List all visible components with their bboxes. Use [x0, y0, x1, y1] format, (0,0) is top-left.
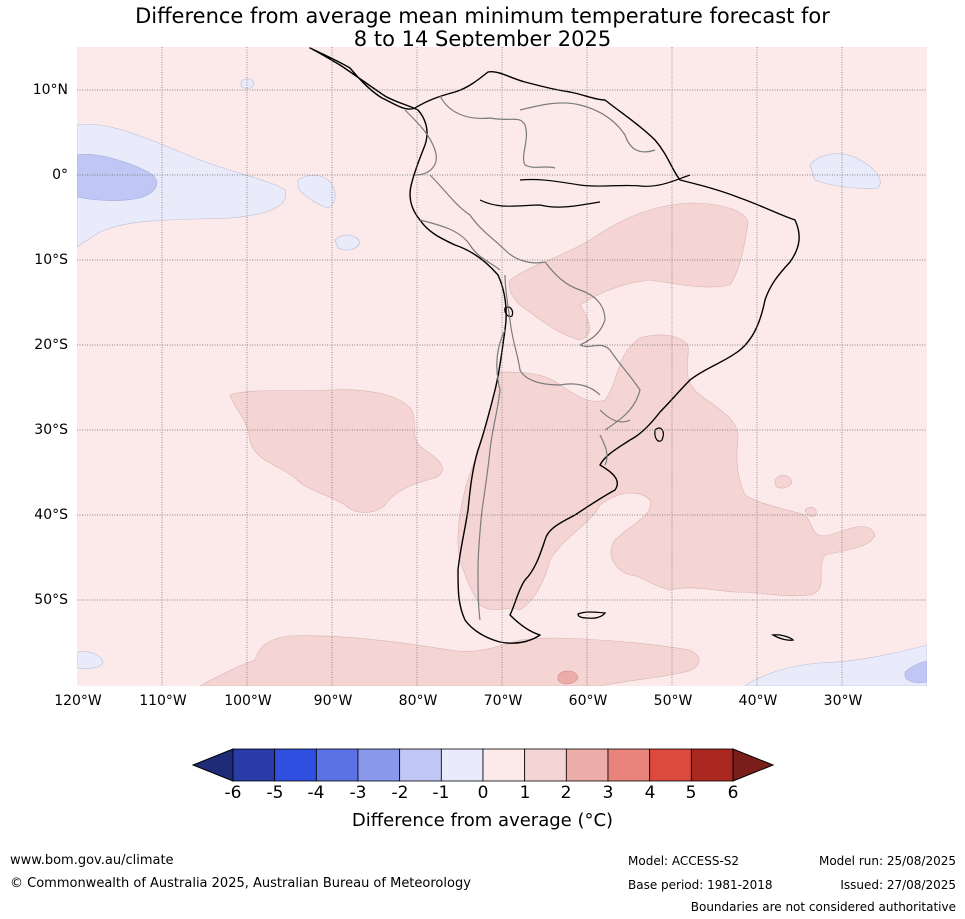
cool-region-east-atlantic: [809, 153, 881, 189]
lat-label-10s: 10°S: [34, 252, 68, 268]
lon-label-50w: 50°W: [653, 693, 693, 709]
lat-label-0: 0°: [52, 167, 68, 183]
warm-region-spot-2: [804, 506, 817, 517]
colorbar-label: Difference from average (°C): [351, 810, 614, 831]
warm-region-spot-1: [774, 475, 793, 489]
lon-label-40w: 40°W: [738, 693, 778, 709]
anomaly-map: [77, 47, 927, 686]
colorbar-tick: -2: [391, 783, 409, 803]
cool-region-southeast-core: [904, 660, 927, 684]
website-text: www.bom.gov.au/climate: [10, 853, 174, 868]
lon-label-90w: 90°W: [313, 693, 353, 709]
falkland-islands: [577, 611, 607, 619]
warm-region-south: [457, 334, 876, 611]
copyright-text: © Commonwealth of Australia 2025, Austra…: [10, 876, 471, 891]
colorbar-tick: 6: [727, 783, 739, 803]
base-period-text: Base period: 1981-2018: [628, 878, 773, 892]
colorbar-cell: [399, 748, 442, 782]
colorbar-cell: [690, 748, 734, 782]
cool-region-west-equatorial: [77, 123, 287, 248]
cool-region-small-1: [334, 234, 361, 251]
colorbar-tick: -4: [307, 783, 325, 803]
colorbar-cell: [524, 748, 567, 782]
lon-label-120w: 120°W: [54, 693, 102, 709]
model-text: Model: ACCESS-S2: [628, 854, 740, 868]
colorbar-tick: 2: [560, 783, 572, 803]
south-georgia: [771, 634, 795, 641]
colorbar-cell: [274, 748, 317, 782]
colorbar-cell: [357, 748, 401, 782]
cool-region-west-core: [77, 154, 158, 201]
lat-label-20s: 20°S: [34, 337, 68, 353]
lon-label-110w: 110°W: [139, 693, 187, 709]
model-run-text: Model run: 25/08/2025: [818, 854, 956, 868]
colorbar-tick: 5: [685, 783, 697, 803]
lat-label-50s: 50°S: [34, 592, 68, 608]
lon-label-100w: 100°W: [224, 693, 272, 709]
colorbar-tick: 1: [519, 783, 531, 803]
warm-region-pacific: [229, 389, 443, 513]
colorbar-cell: [232, 748, 276, 782]
lat-label-30s: 30°S: [34, 422, 68, 438]
colorbar-over-arrow: [732, 748, 775, 782]
colorbar-cell: [649, 748, 692, 782]
lon-label-60w: 60°W: [568, 693, 608, 709]
lake-titicaca: [504, 306, 514, 318]
colorbar-tick: 3: [602, 783, 614, 803]
cool-region-small-2: [240, 78, 255, 89]
lon-label-70w: 70°W: [483, 693, 523, 709]
cool-region-galapagos: [297, 175, 336, 209]
colorbar-under-arrow: [191, 748, 234, 782]
map-title-line1: Difference from average mean minimum tem…: [135, 4, 830, 28]
cool-region-southwest: [77, 651, 104, 670]
colorbar-tick: 0: [477, 783, 489, 803]
warm-region-amazon: [509, 202, 749, 341]
colorbar-tick: 4: [644, 783, 656, 803]
lat-label-40s: 40°S: [34, 507, 68, 523]
colorbar-cell: [440, 748, 484, 782]
colorbar-tick: -3: [349, 783, 367, 803]
warm-region-strong-spot: [557, 670, 579, 685]
graticule: [77, 47, 927, 686]
amazon-river: [479, 174, 691, 208]
lake-patos: [654, 427, 664, 442]
colorbar-tick: -1: [432, 783, 450, 803]
colorbar-cell: [482, 748, 526, 782]
colorbar-cell: [607, 748, 651, 782]
disclaimer-text: Boundaries are not considered authoritat…: [690, 900, 956, 914]
lon-label-80w: 80°W: [398, 693, 438, 709]
cool-region-southeast: [744, 644, 927, 686]
south-america-coastline: [309, 47, 800, 644]
colorbar-cell: [565, 748, 609, 782]
lon-label-30w: 30°W: [823, 693, 863, 709]
country-borders: [404, 95, 656, 621]
colorbar-tick: -5: [266, 783, 284, 803]
issued-text: Issued: 27/08/2025: [840, 878, 956, 892]
colorbar-tick: -6: [224, 783, 242, 803]
colorbar: [191, 748, 775, 782]
colorbar-cell: [315, 748, 359, 782]
lat-label-10n: 10°N: [32, 82, 68, 98]
map-title-line2: 8 to 14 September 2025: [353, 27, 612, 51]
